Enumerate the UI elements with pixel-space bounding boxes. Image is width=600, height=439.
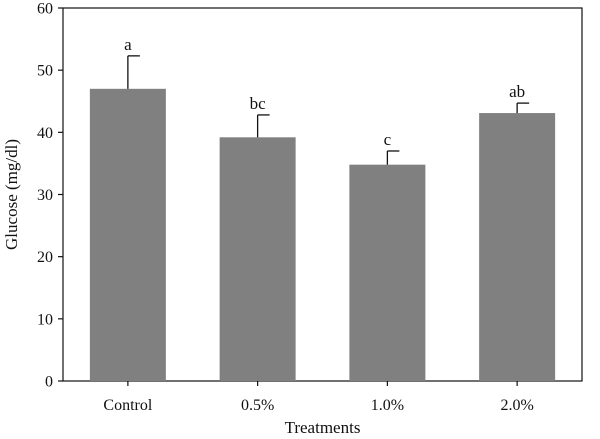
y-tick-label: 30 [37, 187, 53, 204]
y-tick-label: 60 [37, 1, 53, 18]
x-axis: Control 0.5% 1.0% 2.0% [103, 381, 534, 414]
significance-label: c [384, 130, 392, 149]
x-tick-label: Control [103, 397, 152, 414]
y-tick-label: 10 [37, 311, 53, 328]
significance-labels-group: a bc c ab [124, 35, 525, 149]
y-axis: 0 10 20 30 40 50 60 [37, 1, 63, 391]
significance-label: a [124, 35, 132, 54]
bar [89, 88, 166, 382]
significance-label: ab [509, 82, 525, 101]
bar [219, 137, 296, 381]
y-tick-label: 20 [37, 249, 53, 266]
error-bars-group [127, 55, 530, 165]
x-tick-label: 0.5% [241, 397, 274, 414]
y-tick-label: 50 [37, 63, 53, 80]
bar [349, 164, 426, 381]
y-tick-label: 0 [45, 374, 53, 391]
x-tick-label: 1.0% [371, 397, 404, 414]
significance-label: bc [250, 94, 267, 113]
bar [479, 113, 556, 381]
x-axis-title: Treatments [285, 418, 361, 437]
x-tick-label: 2.0% [500, 397, 533, 414]
y-axis-title: Glucose (mg/dl) [2, 139, 21, 250]
y-tick-label: 40 [37, 125, 53, 142]
bars-group [89, 88, 556, 382]
